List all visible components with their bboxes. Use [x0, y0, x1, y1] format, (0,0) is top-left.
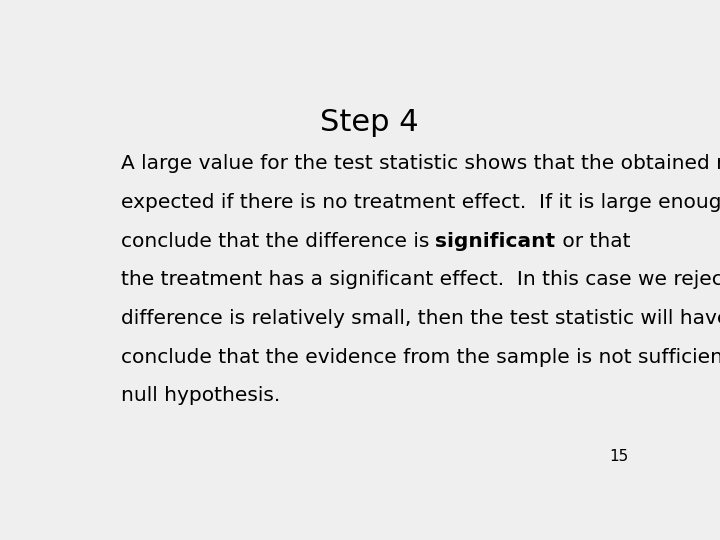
Text: conclude that the evidence from the sample is not sufficient, and the decision i: conclude that the evidence from the samp…: [121, 348, 720, 367]
Text: A large value for the test statistic shows that the obtained mean difference is : A large value for the test statistic sho…: [121, 154, 720, 173]
Text: the treatment has a significant effect.  In this case we reject the null hypothe: the treatment has a significant effect. …: [121, 270, 720, 289]
Text: significant: significant: [436, 232, 556, 251]
Text: expected if there is no treatment effect.  If it is large enough to be in the cr: expected if there is no treatment effect…: [121, 193, 720, 212]
Text: Step 4: Step 4: [320, 109, 418, 138]
Text: 15: 15: [609, 449, 629, 464]
Text: null hypothesis.: null hypothesis.: [121, 386, 280, 405]
Text: or that: or that: [556, 232, 630, 251]
Text: difference is relatively small, then the test statistic will have a low value.  : difference is relatively small, then the…: [121, 309, 720, 328]
Text: conclude that the difference is: conclude that the difference is: [121, 232, 436, 251]
